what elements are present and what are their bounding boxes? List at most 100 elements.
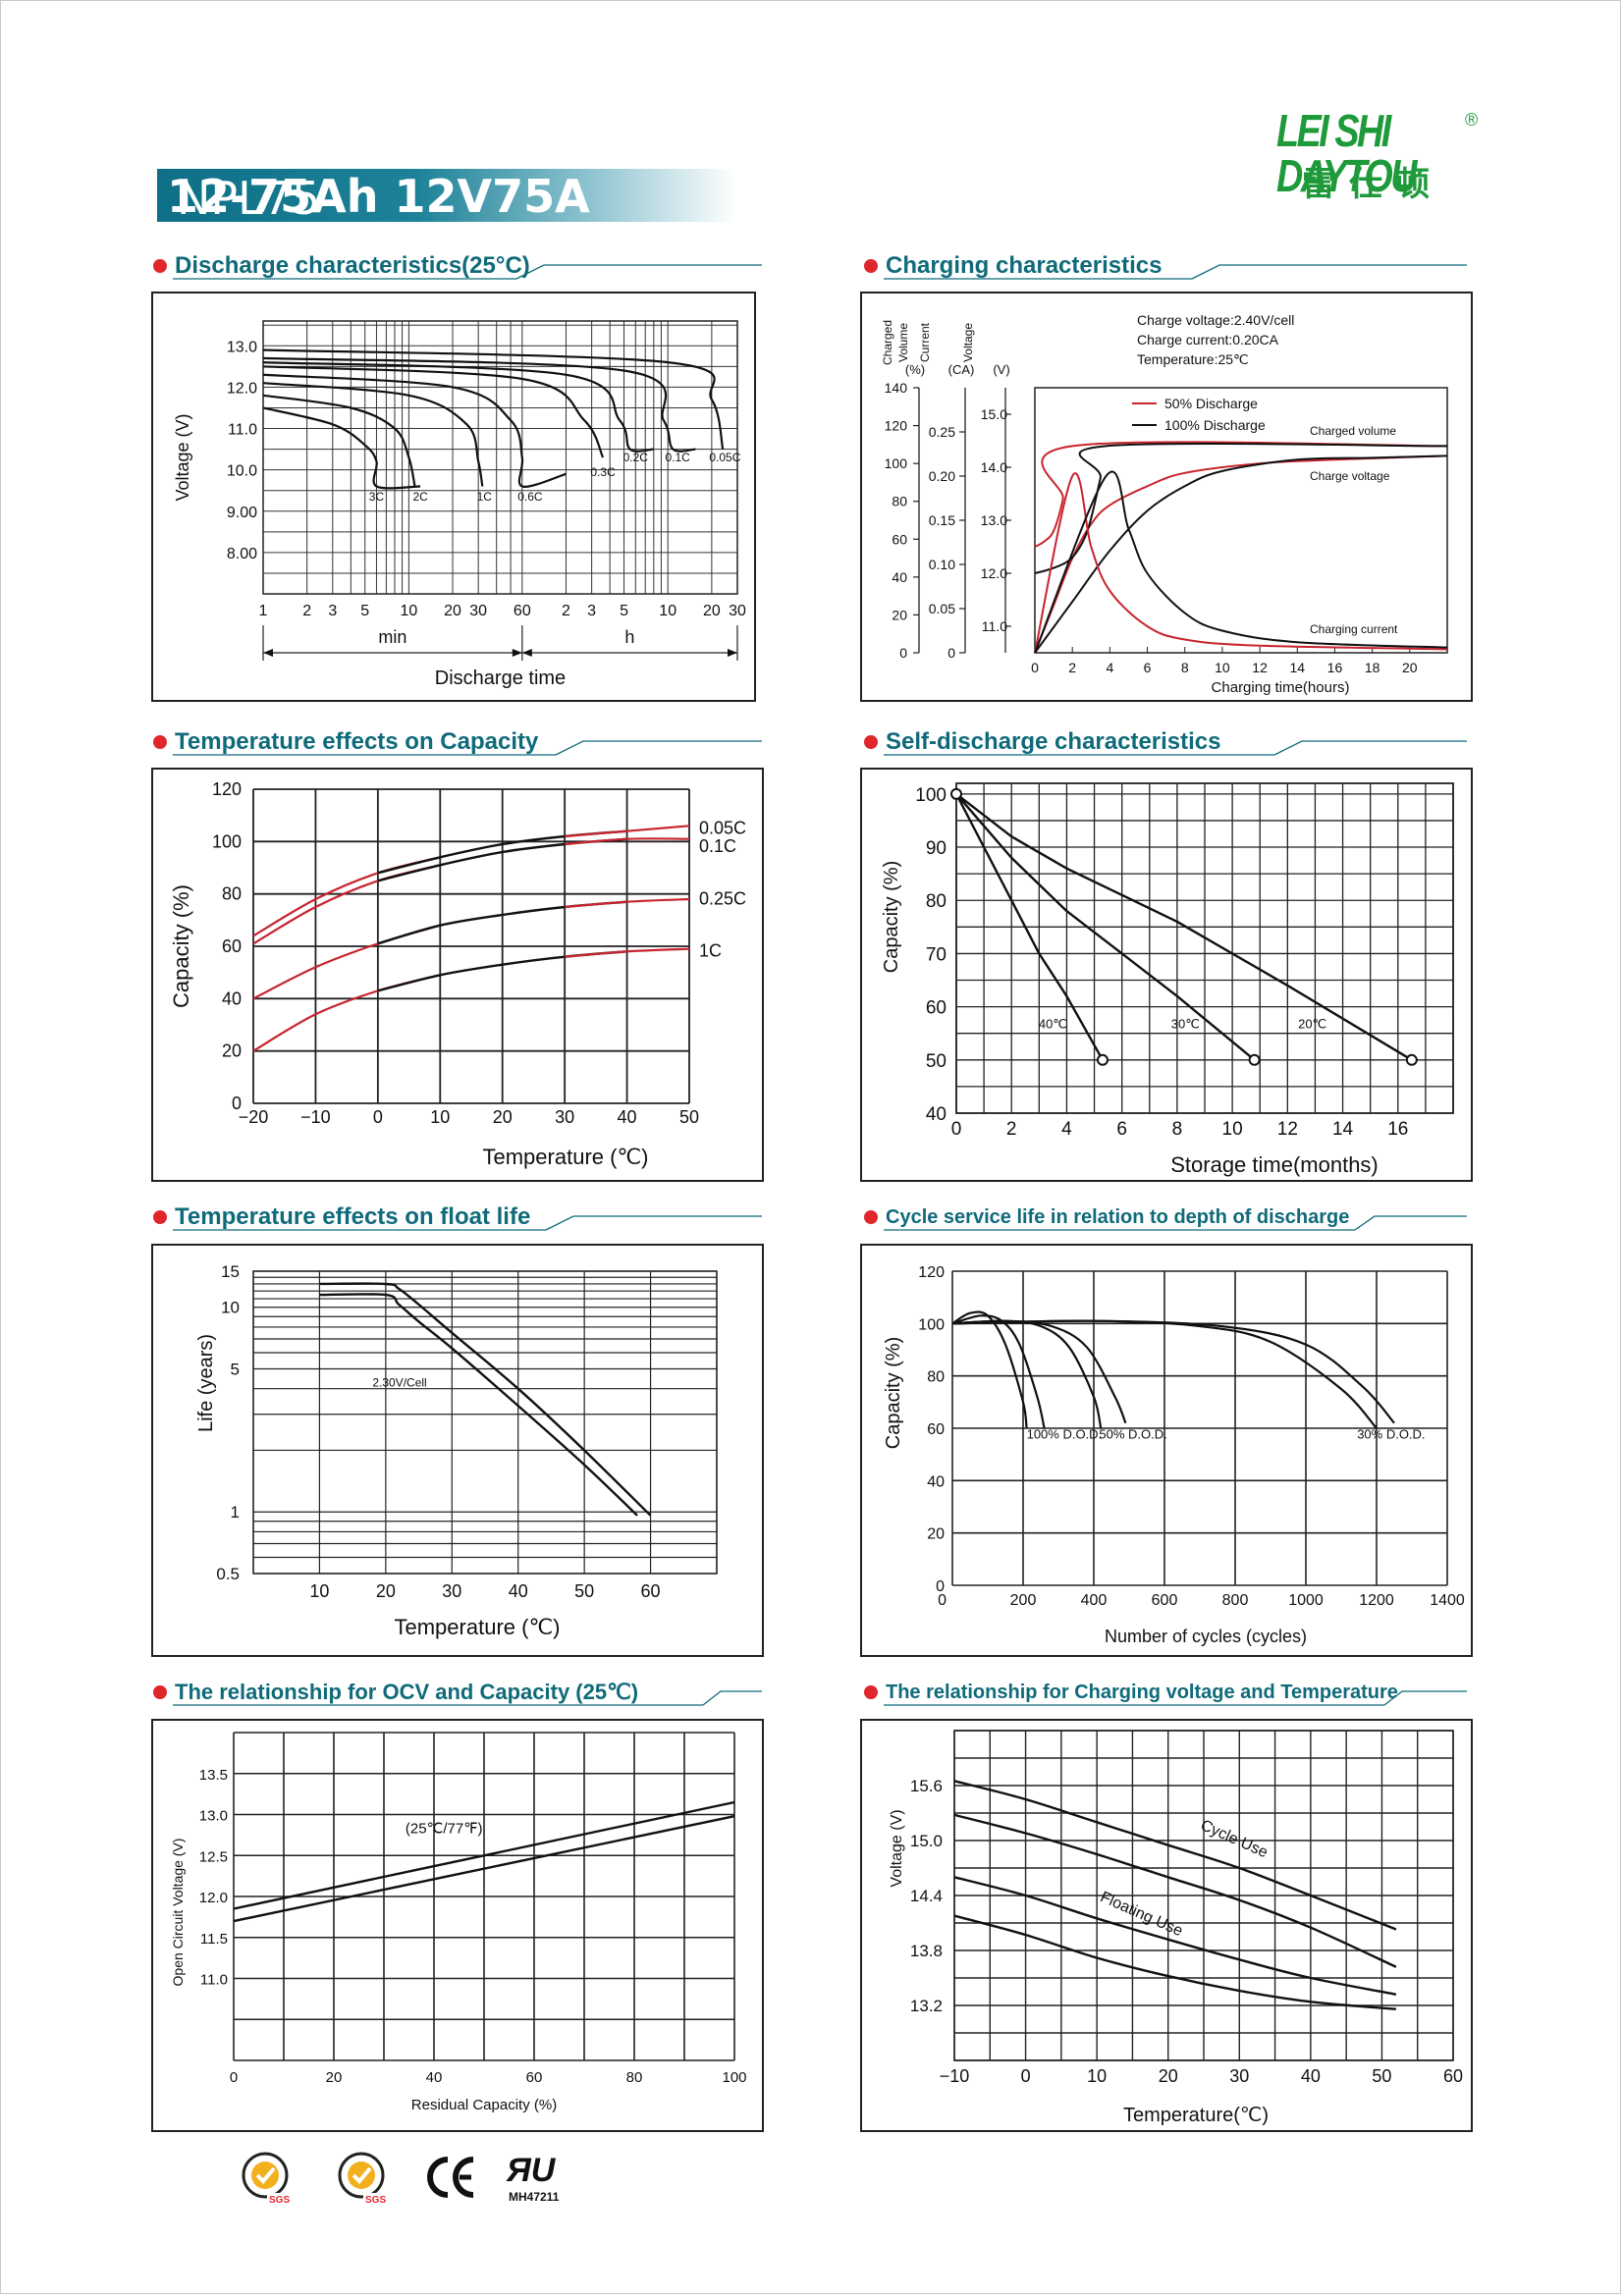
y-tick-label: 12.0	[227, 380, 257, 397]
ce-mark-icon	[424, 2150, 479, 2210]
series-line-0.05C	[262, 348, 725, 450]
registered-mark: ®	[1465, 110, 1479, 130]
y-tick-label: 11.0	[228, 422, 257, 439]
chart-note: Charge current:0.20CA	[1137, 332, 1279, 347]
y-tick-label: 8.00	[227, 546, 257, 562]
chart-note: Temperature:25℃	[1137, 351, 1249, 367]
y-tick-label: 90	[926, 838, 947, 859]
y-tick-label: 60	[926, 998, 947, 1019]
series-label: 30℃	[1171, 1016, 1200, 1031]
y-tick-label: 13.2	[910, 1997, 943, 2015]
y-tick-label: 0	[936, 1578, 945, 1595]
end-marker	[1096, 1053, 1109, 1066]
x-tick-label: 30	[729, 603, 746, 619]
chart-panel-cycle-life: 200 400 600 800 1000 1200 1400 0 120 100 80 60 40 20 0…	[860, 1244, 1473, 1657]
product-title-bar: NPL75- 12-75Ah 12V75A	[157, 169, 736, 225]
x-tick-label: 14	[1332, 1119, 1354, 1140]
y-tick-label: 14.4	[910, 1887, 943, 1905]
x-tick-label: 40	[1301, 2066, 1321, 2086]
series-line-upper	[233, 1800, 735, 1910]
series-label: 3C	[369, 490, 385, 504]
section-title: Temperature effects on float life	[175, 1203, 531, 1230]
section-heading-cycle-life: Cycle service life in relation to depth …	[864, 1202, 1467, 1232]
x-tick-label: 40	[509, 1581, 528, 1601]
curve-label: Charge voltage	[1310, 469, 1390, 483]
x-tick-label: 8	[1172, 1119, 1183, 1140]
section-heading-discharge: Discharge characteristics(25°C)	[153, 251, 762, 281]
series-label: 0.05C	[699, 818, 746, 837]
y-axis-title: Capacity (%)	[881, 861, 902, 973]
x-tick-label: 40	[618, 1107, 637, 1127]
y-tick-label: 100	[915, 785, 947, 806]
plot-area	[262, 320, 738, 595]
x-tick-label: 0	[938, 1592, 947, 1609]
y-tick-label: 40	[926, 1104, 947, 1125]
series-line	[1034, 443, 1448, 574]
series-line-lower	[319, 1293, 638, 1517]
series-label: 2C	[412, 490, 428, 504]
y-tick-label: 13.5	[199, 1767, 228, 1784]
chart-panel-discharge: 13.0 12.0 11.0 10.0 9.00 8.00 1 2 3 5 10 20 30 60 2 3 5 1…	[151, 292, 756, 702]
series-line	[951, 1319, 1395, 1424]
product-title: NPL75- 12-75Ah 12V75A	[167, 171, 590, 225]
x-tick-label: 40	[426, 2069, 443, 2086]
x-axis-title: Charging time(hours)	[1212, 679, 1350, 696]
series-line-hot-0.25C	[565, 897, 690, 909]
y-axis-title: Charged	[881, 320, 894, 365]
y-tick-label: 5	[231, 1360, 240, 1378]
y-tick-label: 80	[892, 494, 907, 509]
x-tick-label: 20	[493, 1107, 513, 1127]
bullet-icon	[153, 259, 167, 273]
series-line-30℃	[955, 793, 1256, 1061]
x-tick-label: 8	[1181, 660, 1189, 675]
section-title: Self-discharge characteristics	[886, 728, 1221, 755]
y-tick-label: 0.5	[216, 1565, 240, 1583]
y-tick-label: 60	[222, 936, 242, 956]
y-tick-label: 20	[892, 607, 907, 622]
series-line-0.6C	[262, 373, 567, 488]
x-tick-label: 50	[574, 1581, 594, 1601]
series-line-hot-1C	[565, 947, 690, 958]
y-axis-unit: (V)	[993, 362, 1009, 377]
bullet-icon	[153, 1685, 167, 1699]
x-tick-label: 200	[1010, 1592, 1037, 1609]
x-tick-label: 5	[620, 603, 628, 619]
y-tick-label: 0.20	[929, 468, 955, 484]
product-title-part1: NPL75-	[177, 172, 337, 225]
y-tick-label: 13.0	[981, 512, 1007, 528]
x-tick-label: 5	[360, 603, 369, 619]
x-tick-label: 20	[326, 2069, 343, 2086]
x-tick-label: 10	[659, 603, 676, 619]
chart-note: Charge voltage:2.40V/cell	[1137, 312, 1294, 328]
x-tick-label: 1	[259, 603, 268, 619]
section-title: Cycle service life in relation to depth …	[886, 1206, 1350, 1228]
series-line-2C	[262, 394, 416, 487]
y-tick-label: 10.0	[227, 463, 257, 480]
x-tick-label: 0	[951, 1119, 962, 1140]
brand-name: LEI SHI DAYTOU	[1276, 105, 1417, 201]
y-tick-label: 100	[918, 1316, 945, 1333]
series-line	[951, 1310, 1028, 1429]
y-tick-label: 0.15	[929, 512, 955, 528]
y-tick-label: 120	[918, 1264, 945, 1281]
y-axis-title: Capacity (%)	[883, 1337, 904, 1449]
x-tick-label: 0	[373, 1107, 383, 1127]
x-tick-label: 12	[1252, 660, 1268, 675]
x-tick-label: 6	[1144, 660, 1152, 675]
series-line-cold-1C	[252, 974, 441, 1052]
y-tick-label: 10	[221, 1299, 240, 1317]
y-tick-label: 0	[232, 1094, 242, 1113]
x-tick-label: 10	[1215, 660, 1230, 675]
self-discharge-chart: 0 2 4 6 8 10 12 14 16 100 90 80 70 60 50 40 Storage time…	[881, 782, 1454, 1177]
series-label: 0.25C	[699, 888, 746, 908]
x-tick-label: 3	[328, 603, 337, 619]
sgs-badge-icon: SGS	[332, 2150, 391, 2214]
x-tick-label: 16	[1327, 660, 1343, 675]
series-line-40℃	[954, 793, 1105, 1061]
curve-label: Cycle Use	[1198, 1817, 1271, 1861]
y-axis-title: Life (years)	[195, 1334, 217, 1432]
section-heading-temp-capacity: Temperature effects on Capacity	[153, 727, 762, 757]
y-tick-label: 0.10	[929, 557, 955, 572]
x-tick-label: 30	[469, 603, 487, 619]
x-tick-label: 4	[1061, 1119, 1072, 1140]
